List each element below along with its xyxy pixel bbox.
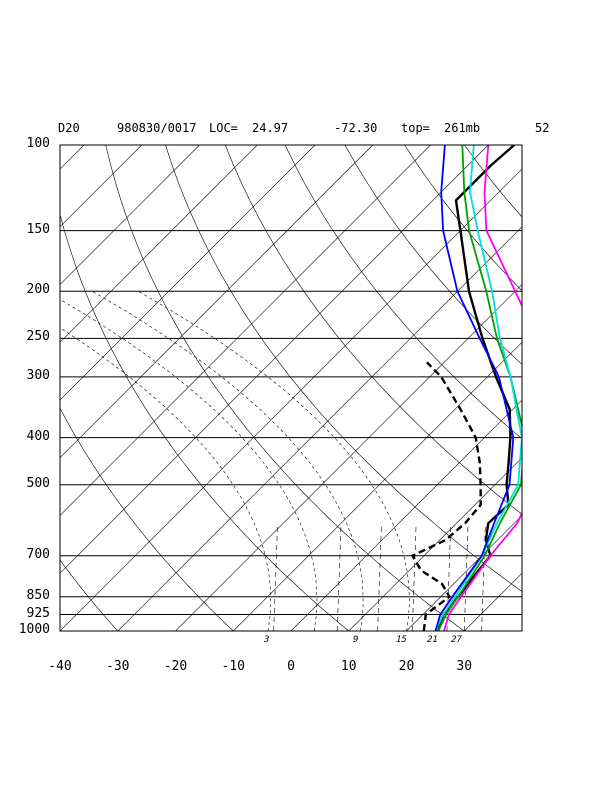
header-top-label: top= xyxy=(401,121,430,135)
temperature-tick-label: -20 xyxy=(156,659,196,674)
moist-adiabat xyxy=(46,291,317,631)
pressure-tick-label: 925 xyxy=(6,606,50,621)
plot-frame xyxy=(60,145,522,631)
pressure-tick-label: 250 xyxy=(6,329,50,344)
temperature-tick-label: 10 xyxy=(329,659,369,674)
header-top-value: 261mb xyxy=(444,121,480,135)
dry-adiabat xyxy=(345,145,612,631)
pressure-tick-label: 100 xyxy=(6,136,50,151)
pressure-tick-label: 150 xyxy=(6,222,50,237)
header-loc-label: LOC= xyxy=(209,121,238,135)
pressure-tick-label: 500 xyxy=(6,476,50,491)
header-station: D20 xyxy=(58,121,80,135)
mixing-ratio-label: 3 xyxy=(264,635,269,645)
isotherm-line xyxy=(118,145,604,631)
header-lat: 24.97 xyxy=(252,121,288,135)
pressure-tick-label: 1000 xyxy=(6,622,50,637)
background-grid xyxy=(0,145,612,631)
isotherm-line xyxy=(0,145,373,631)
header-lon: -72.30 xyxy=(334,121,377,135)
temperature-tick-label: 0 xyxy=(271,659,311,674)
dry-adiabat xyxy=(106,145,465,631)
isotherm-line xyxy=(407,145,612,631)
isotherm-line xyxy=(522,145,612,631)
pressure-tick-label: 700 xyxy=(6,547,50,562)
isotherm-line xyxy=(0,145,431,631)
dry-adiabat xyxy=(405,145,612,631)
mixing-ratio-label: 15 xyxy=(396,635,407,645)
header-datetime: 980830/0017 xyxy=(117,121,196,135)
temperature-tick-label: -30 xyxy=(98,659,138,674)
dry-adiabat xyxy=(584,145,612,631)
pressure-tick-label: 200 xyxy=(6,282,50,297)
dry-adiabat xyxy=(524,145,612,631)
sounding-profiles xyxy=(413,145,549,631)
temperature-tick-label: 30 xyxy=(444,659,484,674)
header-number: 52 xyxy=(535,121,549,135)
temperature-tick-label: -10 xyxy=(213,659,253,674)
isotherm-line xyxy=(176,145,612,631)
mixing-ratio-label: 27 xyxy=(451,635,462,645)
temperature-tick-label: 20 xyxy=(387,659,427,674)
pressure-tick-label: 850 xyxy=(6,588,50,603)
isobar-lines xyxy=(60,145,522,631)
isotherm-line xyxy=(233,145,612,631)
pressure-tick-label: 300 xyxy=(6,368,50,383)
isotherm-line xyxy=(2,145,488,631)
pressure-tick-label: 400 xyxy=(6,429,50,444)
mixing-ratio-label: 9 xyxy=(353,635,358,645)
moist-adiabat xyxy=(92,291,363,631)
mixing-ratio-label: 21 xyxy=(427,635,438,645)
isotherm-line xyxy=(291,145,612,631)
temperature-tick-label: -40 xyxy=(40,659,80,674)
